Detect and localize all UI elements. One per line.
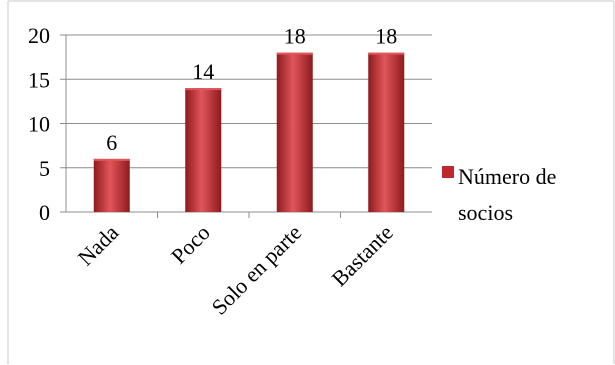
y-tick-label-0: 0 [39,200,50,225]
y-tick-label-5: 5 [39,156,50,181]
bar-0 [93,158,130,212]
bar-cap-3 [368,52,405,55]
bar-cap-0 [93,158,130,161]
bars [93,52,405,213]
data-labels: 6 14 18 18 [106,24,397,155]
y-tick-label-20: 20 [28,23,50,48]
legend-swatch [442,166,454,178]
bar-cap-1 [185,88,222,91]
bar-1 [185,88,222,212]
data-label-2: 18 [284,24,306,49]
legend: Número de socios [442,164,556,225]
x-category-label-2: Solo en parte [207,220,307,320]
data-label-0: 6 [106,130,117,155]
bar-cap-2 [276,52,313,55]
y-tick-label-15: 15 [28,67,50,92]
legend-label-line2: socios [458,200,513,225]
bar-2 [276,52,313,213]
data-label-3: 18 [375,24,397,49]
y-tick-label-10: 10 [28,112,50,137]
y-tick-labels: 0 5 10 15 20 [28,23,50,225]
legend-label-line1: Número de [458,164,556,189]
x-category-label-0: Nada [73,220,124,271]
bar-3 [368,52,405,213]
x-category-label-1: Poco [166,220,215,269]
data-label-1: 14 [192,59,214,84]
x-category-label-3: Bastante [327,220,398,291]
